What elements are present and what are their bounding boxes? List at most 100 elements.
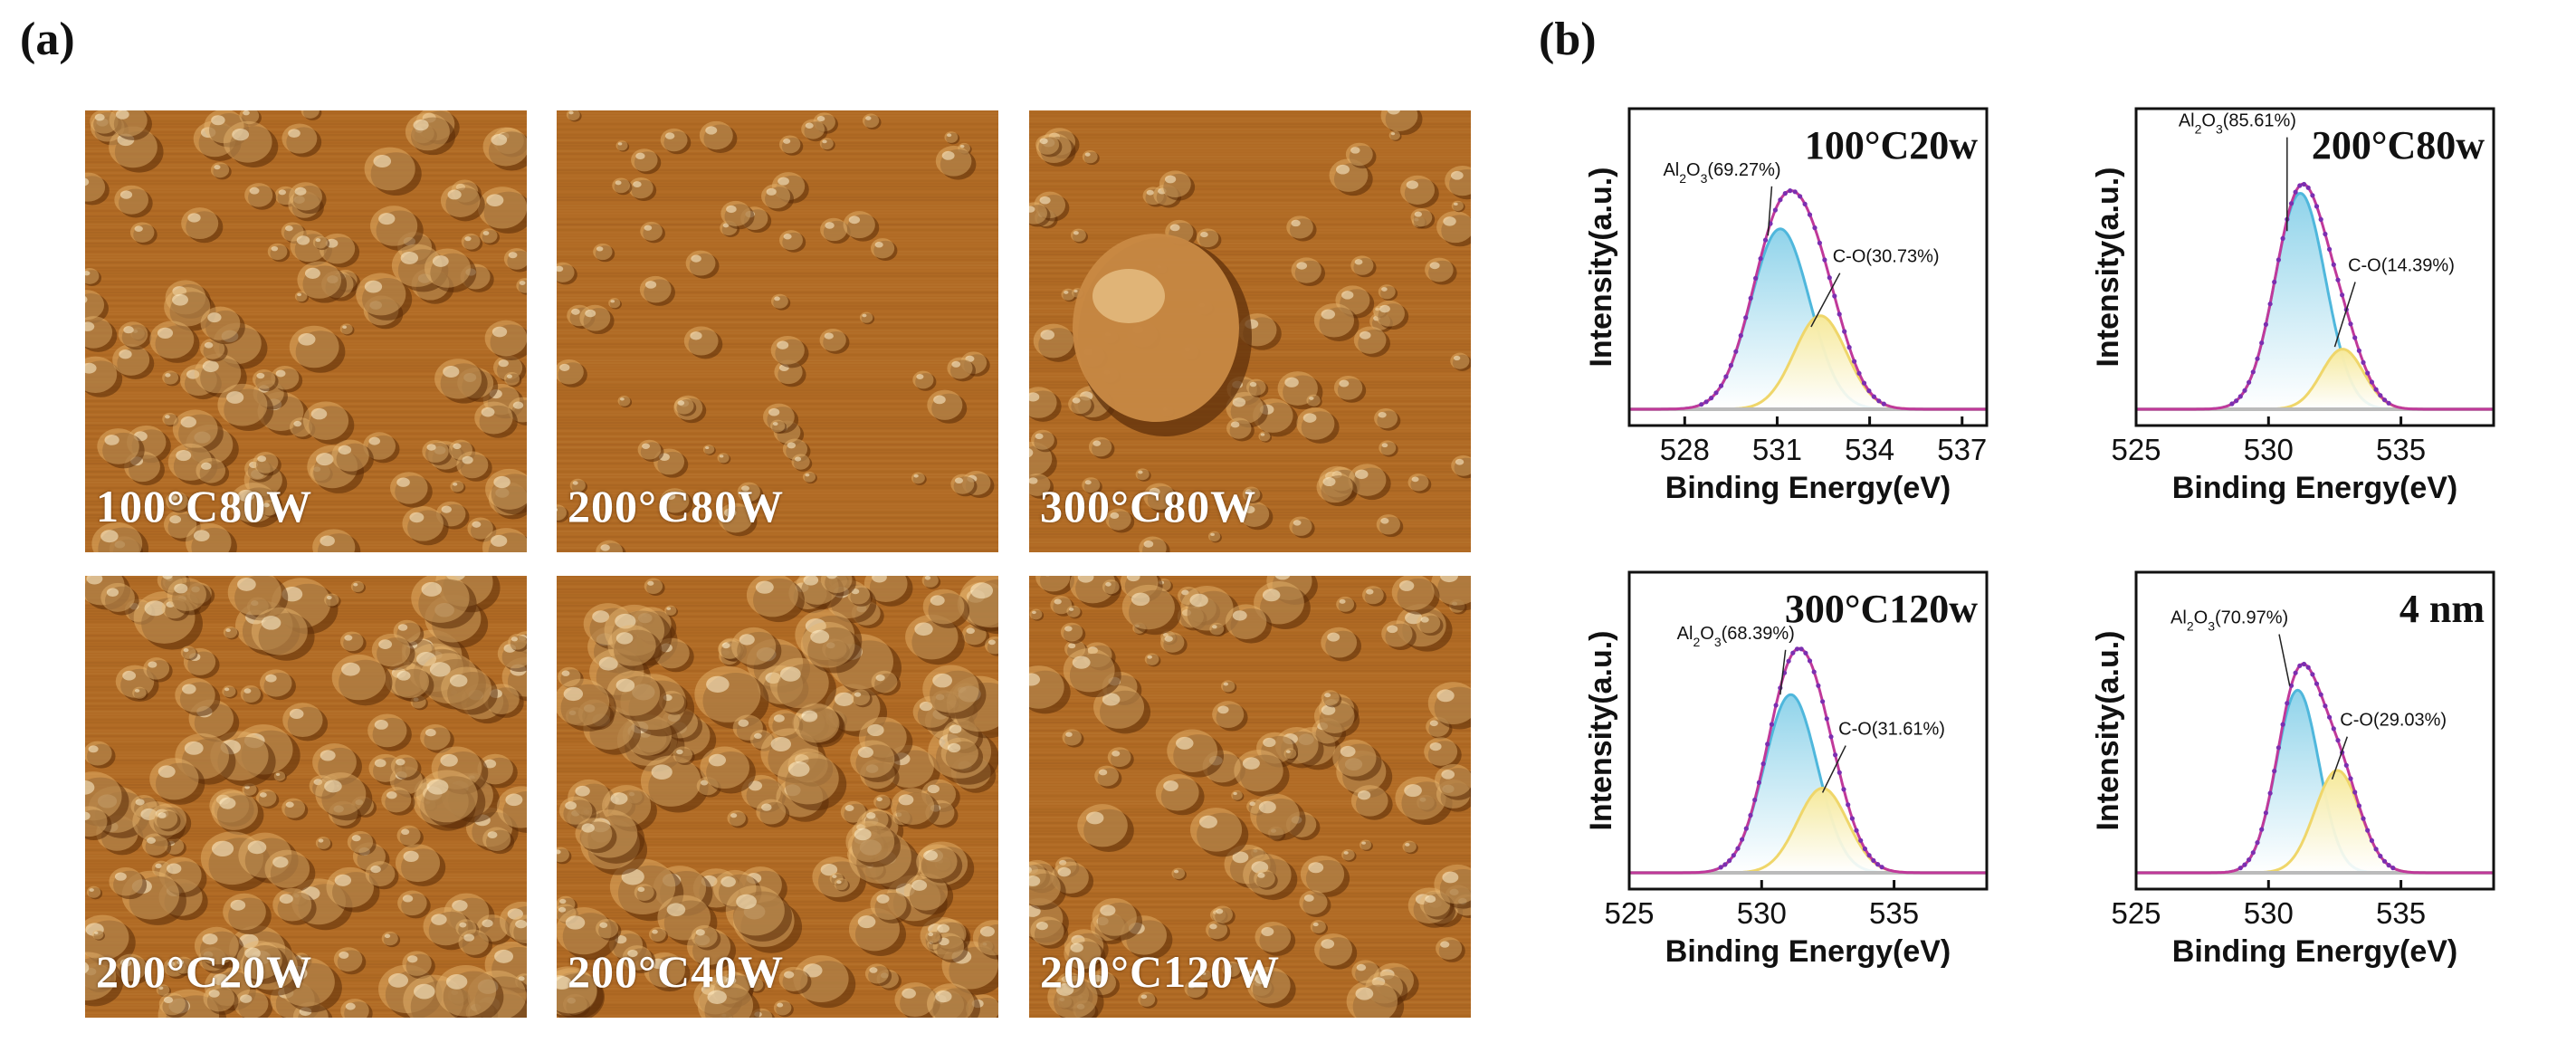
peak-area — [1629, 316, 1987, 409]
y-axis-label: Intensity(a.u.) — [1584, 630, 1618, 830]
afm-image-label: 200°C120W — [1040, 945, 1280, 998]
data-point — [2251, 850, 2256, 855]
data-point — [2297, 664, 2302, 668]
data-point — [2370, 379, 2374, 384]
data-point — [1749, 296, 1753, 301]
y-axis-label: Intensity(a.u.) — [2091, 630, 2125, 830]
data-point — [1798, 194, 1802, 198]
data-point — [2378, 854, 2382, 858]
data-point — [2319, 217, 2323, 222]
data-point — [1852, 359, 1856, 364]
peak-area — [2136, 194, 2494, 410]
data-point — [2306, 665, 2311, 670]
data-point — [2259, 828, 2264, 832]
data-point — [2340, 292, 2344, 297]
data-point — [2302, 182, 2306, 187]
data-point — [2332, 726, 2336, 731]
annotation-subscript: 2 — [1679, 171, 1686, 186]
data-point — [2323, 703, 2327, 708]
data-point — [1882, 402, 1886, 407]
data-point — [2238, 394, 2243, 398]
annotation-text: O — [2201, 111, 2216, 131]
data-point — [1880, 865, 1884, 869]
data-point — [1803, 651, 1808, 655]
data-point — [1822, 257, 1827, 262]
data-point — [1793, 189, 1798, 194]
x-tick-label: 531 — [1752, 433, 1802, 466]
data-point — [2370, 838, 2374, 843]
data-point — [1841, 787, 1846, 791]
data-point — [2268, 791, 2273, 796]
afm-image-label: 200°C80W — [568, 480, 784, 532]
data-point — [1863, 847, 1867, 851]
chart-title: 4 nm — [2399, 587, 2485, 631]
data-point — [2247, 380, 2251, 385]
y-axis-label: Intensity(a.u.) — [1584, 167, 1618, 367]
data-point — [1808, 213, 1812, 217]
peak-annotation: C-O(14.39%) — [2348, 256, 2455, 276]
data-point — [1862, 381, 1866, 386]
peak-annotation: Al2O3(68.39%) — [1677, 624, 1795, 649]
peak-annotation: Al2O3(69.27%) — [1663, 160, 1780, 186]
data-point — [1787, 659, 1791, 664]
data-point — [1828, 734, 1833, 739]
data-point — [1719, 865, 1723, 869]
data-point — [1733, 349, 1738, 354]
data-point — [1729, 363, 1733, 368]
data-point — [1713, 390, 1718, 395]
data-point — [1699, 402, 1703, 407]
afm-image: 200°C40W — [557, 576, 998, 1018]
data-point — [2357, 803, 2361, 808]
data-point — [2234, 398, 2238, 403]
annotation-subscript: 3 — [1701, 171, 1708, 186]
annotation-text: (85.61%) — [2223, 111, 2296, 131]
data-point — [2352, 335, 2357, 340]
data-point — [2344, 763, 2349, 768]
data-point — [1871, 858, 1875, 863]
data-point — [2247, 857, 2251, 862]
data-point — [1761, 761, 1766, 766]
data-point — [1837, 311, 1842, 316]
data-point — [2251, 369, 2256, 374]
afm-image: 100°C80W — [85, 110, 527, 552]
data-point — [2229, 401, 2234, 406]
data-point — [2365, 370, 2370, 375]
data-point — [2335, 738, 2340, 742]
chart-title: 100°C20w — [1805, 123, 1978, 167]
x-tick-label: 530 — [1737, 896, 1787, 930]
data-point — [2242, 388, 2247, 393]
data-point — [1740, 837, 1744, 842]
data-point — [2390, 866, 2395, 870]
annotation-subscript: 2 — [2187, 619, 2194, 634]
x-tick-label: 537 — [1937, 433, 1987, 466]
annotation-text: (68.39%) — [1722, 624, 1795, 644]
annotation-subscript: 2 — [2195, 122, 2202, 137]
annotation-text: O — [1686, 160, 1701, 180]
peak-annotation: C-O(31.61%) — [1838, 720, 1945, 740]
data-point — [1856, 371, 1861, 376]
panel-label-b: (b) — [1539, 13, 1597, 66]
data-point — [1846, 802, 1850, 807]
data-point — [1867, 853, 1872, 857]
data-point — [1850, 816, 1855, 820]
data-point — [2294, 190, 2298, 195]
data-point — [2352, 789, 2357, 794]
x-axis-label: Binding Energy(eV) — [2172, 471, 2457, 505]
data-point — [1858, 838, 1863, 843]
data-point — [2294, 671, 2298, 675]
data-point — [2276, 745, 2281, 750]
peak-annotation: C-O(30.73%) — [1833, 247, 1940, 267]
data-point — [1816, 684, 1820, 688]
data-point — [2255, 357, 2259, 361]
data-point — [1770, 722, 1774, 727]
afm-image-label: 200°C40W — [568, 945, 784, 998]
data-point — [1739, 333, 1743, 338]
data-point — [1832, 293, 1837, 298]
x-tick-label: 525 — [1604, 896, 1654, 930]
afm-image-label: 200°C20W — [96, 945, 312, 998]
data-point — [2327, 715, 2332, 720]
data-point — [1799, 646, 1804, 651]
data-point — [1774, 703, 1779, 707]
